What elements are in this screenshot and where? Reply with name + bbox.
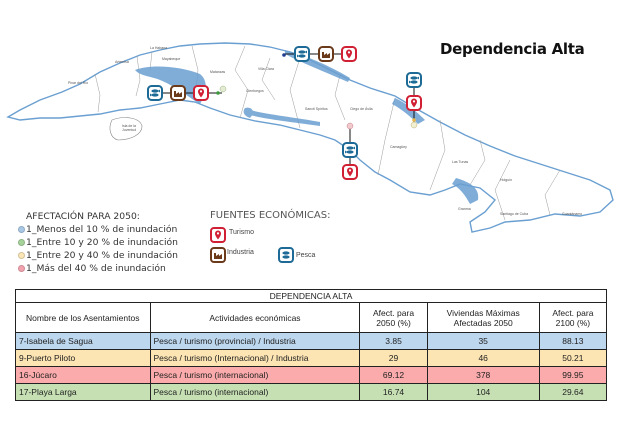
red-dot-icon (18, 265, 25, 272)
cell-afect-2100: 88.13 (538, 332, 608, 350)
cuba-island (6, 42, 614, 233)
col-header-activities: Actividades económicas (149, 302, 361, 333)
blue-dot-icon (18, 226, 25, 233)
legend-item: 1_Entre 10 y 20 % de inundación (18, 236, 178, 249)
cell-name: 7-Isabela de Sagua (15, 332, 151, 350)
marker-jucaro (342, 122, 358, 180)
cell-viviendas: 46 (426, 349, 540, 367)
legend-fuentes-header: FUENTES ECONÓMICAS: (210, 210, 331, 221)
svg-text:Isla de la: Isla de la (122, 124, 136, 128)
col-header-afect-2050: Afect. para 2050 (%) (359, 302, 428, 333)
dependencia-table: DEPENDENCIA ALTA Nombre de los Asentamie… (15, 289, 608, 401)
cell-afect-2100: 29.64 (538, 383, 608, 401)
legend-afectacion: AFECTACIÓN PARA 2050: 1_Menos del 10 % d… (18, 210, 178, 275)
table-row: 17-Playa Larga Pesca / turismo (internac… (15, 383, 608, 401)
cell-afect-2050: 3.85 (359, 332, 428, 350)
cell-afect-2050: 16.74 (359, 383, 428, 401)
svg-text:Cienfuegos: Cienfuegos (246, 89, 264, 93)
svg-text:Ciego de Ávila: Ciego de Ávila (350, 107, 373, 111)
svg-text:Holguín: Holguín (500, 178, 512, 182)
svg-text:Granma: Granma (458, 207, 471, 211)
svg-text:Artemisa: Artemisa (115, 60, 129, 64)
cell-activities: Pesca / turismo (provincial) / Industria (149, 332, 361, 350)
yellow-dot-icon (18, 252, 25, 259)
col-header-afect-2100: Afect. para 2100 (%) (538, 302, 608, 333)
cell-activities: Pesca / turismo (Internacional) / Indust… (149, 349, 361, 367)
cell-name: 16-Júcaro (15, 366, 151, 384)
svg-text:Santiago de Cuba: Santiago de Cuba (500, 212, 528, 216)
cell-viviendas: 104 (426, 383, 540, 401)
cell-viviendas: 378 (426, 366, 540, 384)
marker-playa-larga (147, 85, 227, 101)
cell-afect-2050: 29 (359, 349, 428, 367)
table-caption: DEPENDENCIA ALTA (15, 289, 607, 303)
svg-text:Las Tunas: Las Tunas (452, 160, 468, 164)
svg-text:Matanzas: Matanzas (210, 70, 225, 74)
cell-afect-2050: 69.12 (359, 366, 428, 384)
legend-item: 1_Entre 20 y 40 % de inundación (18, 249, 178, 262)
cell-afect-2100: 50.21 (538, 349, 608, 367)
table-row: 16-Júcaro Pesca / turismo (internacional… (15, 366, 608, 384)
table-row: 9-Puerto Piloto Pesca / turismo (Interna… (15, 349, 608, 367)
svg-text:Mayabeque: Mayabeque (162, 57, 180, 61)
map-pin-icon (210, 227, 226, 243)
cell-name: 9-Puerto Piloto (15, 349, 151, 367)
svg-text:Camagüey: Camagüey (390, 145, 407, 149)
svg-text:Villa Clara: Villa Clara (258, 67, 274, 71)
legend-fuentes: FUENTES ECONÓMICAS: (210, 210, 330, 225)
svg-text:Juventud: Juventud (122, 128, 136, 132)
marker-puerto-piloto (406, 72, 422, 129)
legend-item: 1_Más del 40 % de inundación (18, 262, 178, 275)
legend-item-turismo: Turismo (210, 227, 254, 243)
cell-afect-2100: 99.95 (538, 366, 608, 384)
legend-item-pesca: Pesca (278, 247, 315, 263)
marker-isabela-de-sagua (282, 46, 357, 62)
legend-afectacion-header: AFECTACIÓN PARA 2050: (26, 211, 140, 222)
isla-juventud (109, 117, 143, 141)
svg-text:La Habana: La Habana (150, 46, 167, 50)
cell-name: 17-Playa Larga (15, 383, 151, 401)
col-header-name: Nombre de los Asentamientos (15, 302, 151, 333)
fish-icon (278, 247, 294, 263)
svg-text:Pinar del Río: Pinar del Río (68, 81, 88, 85)
cell-activities: Pesca / turismo (internacional) (149, 366, 361, 384)
cell-activities: Pesca / turismo (internacional) (149, 383, 361, 401)
svg-text:Guantánamo: Guantánamo (562, 212, 582, 216)
page-title: Dependencia Alta (440, 40, 585, 58)
table-row: 7-Isabela de Sagua Pesca / turismo (prov… (15, 332, 608, 350)
legend-item: 1_Menos del 10 % de inundación (18, 223, 178, 236)
col-header-viviendas: Viviendas Máximas Afectadas 2050 (426, 302, 540, 333)
green-dot-icon (18, 239, 25, 246)
legend-item-industria: Industria (210, 247, 254, 263)
factory-icon (210, 247, 226, 263)
cell-viviendas: 35 (426, 332, 540, 350)
svg-text:Sancti Spíritus: Sancti Spíritus (305, 107, 328, 111)
cuba-map: Pinar del Río Artemisa La Habana Mayabeq… (6, 42, 614, 233)
